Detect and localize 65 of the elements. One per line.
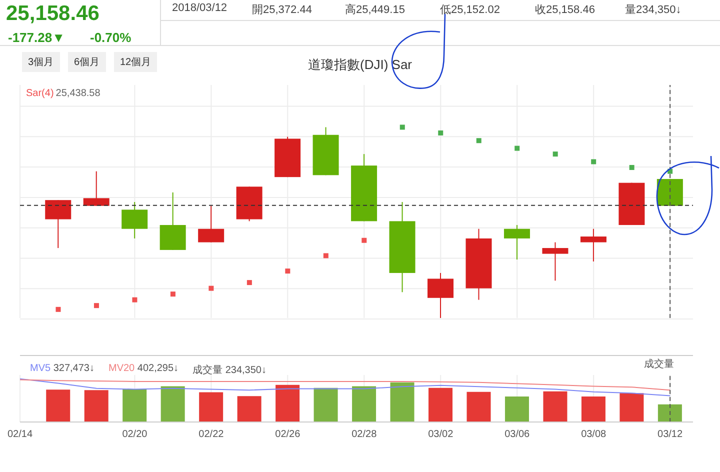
point: [94, 303, 99, 308]
x-tick-label: 03/12: [658, 429, 684, 440]
point: [362, 238, 367, 243]
bar: [84, 390, 108, 422]
x-tick-label: 03/08: [581, 429, 607, 440]
point: [285, 268, 290, 274]
candlestick: [580, 228, 606, 262]
bar: [581, 396, 606, 422]
bar: [199, 392, 224, 422]
point: [208, 286, 214, 291]
bar: [122, 389, 147, 422]
x-tick-label: 02/22: [198, 429, 224, 440]
point: [170, 292, 176, 297]
bar: [543, 391, 568, 422]
point: [246, 280, 252, 286]
x-tick-label: 02/14: [7, 429, 33, 440]
point: [132, 297, 138, 302]
text: 3個月: [22, 52, 60, 72]
text: 收25,158.46: [535, 3, 595, 17]
bar: [276, 384, 300, 422]
text: 25,158.46: [6, 2, 100, 26]
text: -177.28▼: [8, 30, 65, 45]
x-tick-label: 02/26: [275, 429, 301, 440]
bar: [466, 392, 491, 422]
bar: [46, 390, 70, 422]
text: 高25,449.15: [345, 2, 405, 17]
text: 2018/03/12: [172, 2, 228, 14]
text: 402,295↓: [136, 363, 179, 374]
bar: [620, 393, 644, 422]
point: [56, 306, 61, 312]
text: 低25,152.02: [440, 3, 500, 17]
point: [476, 138, 482, 144]
chart-title: 道瓊指數(DJI) Sar: [308, 57, 412, 72]
bar: [314, 388, 338, 422]
bar: [160, 386, 185, 422]
point: [438, 130, 444, 136]
x-tick-label: 02/28: [352, 429, 378, 440]
point: [323, 253, 328, 258]
point: [514, 146, 520, 151]
bar: [428, 388, 453, 422]
x-tick-label: 03/02: [428, 429, 454, 440]
text: 成交量 234,350↓: [192, 365, 266, 376]
point: [629, 164, 634, 170]
text: 6個月: [68, 52, 106, 72]
bar: [504, 396, 529, 422]
candlestick: [542, 242, 568, 282]
bar: [237, 396, 262, 422]
text: 開25,372.44: [252, 3, 312, 17]
y-axis-title: 成交量: [644, 358, 674, 371]
series-label: MV5: [30, 363, 51, 374]
point: [591, 159, 596, 164]
series-label: MV20: [108, 363, 135, 374]
point: [552, 152, 558, 157]
x-tick-label: 03/06: [504, 429, 530, 440]
text: 12個月: [114, 52, 158, 72]
text: 25,438.58: [56, 88, 100, 99]
x-tick-label: 02/20: [122, 429, 148, 440]
bar: [390, 382, 414, 422]
point: [400, 124, 405, 130]
bar: [352, 386, 376, 422]
bar: [658, 404, 682, 422]
text: 量234,350↓: [625, 3, 682, 17]
text: -0.70%: [90, 30, 132, 45]
text: Sar(4): [26, 88, 54, 99]
text: 327,473↓: [52, 363, 94, 374]
